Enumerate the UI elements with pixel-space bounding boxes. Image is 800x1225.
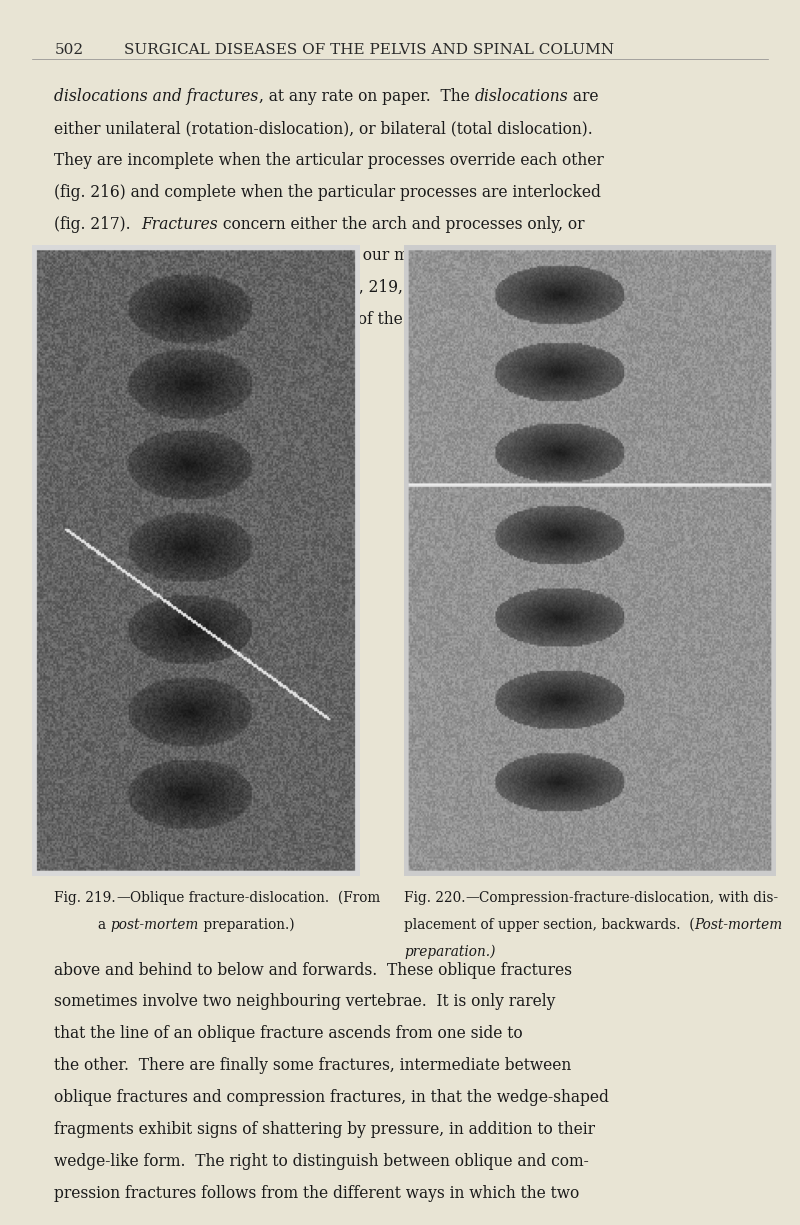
Text: above and behind to below and forwards.  These oblique fractures: above and behind to below and forwards. … [54,962,573,979]
Text: Fig. 219.: Fig. 219. [54,891,116,904]
Text: , at any rate on paper.  The: , at any rate on paper. The [258,88,474,105]
Text: the other.  There are finally some fractures, intermediate between: the other. There are finally some fractu… [54,1057,572,1074]
Text: either unilateral (rotation-dislocation), or bilateral (total dislocation).: either unilateral (rotation-dislocation)… [54,120,593,137]
Text: Fractures: Fractures [141,216,218,233]
Text: preparation.): preparation.) [404,944,495,959]
Text: that the line of an oblique fracture ascends from one side to: that the line of an oblique fracture asc… [54,1025,523,1042]
Text: —: — [116,891,130,904]
Text: 502: 502 [54,43,83,56]
Text: SURGICAL DISEASES OF THE PELVIS AND SPINAL COLUMN: SURGICAL DISEASES OF THE PELVIS AND SPIN… [124,43,614,56]
Text: Oblique fracture-dislocation.  (From: Oblique fracture-dislocation. (From [130,891,380,905]
Text: the body itself.  The latter, which claim our main interest here, are: the body itself. The latter, which claim… [54,247,574,265]
Text: oblique fractures and compression fractures, in that the wedge-shaped: oblique fractures and compression fractu… [54,1089,610,1106]
Text: post-mortem: post-mortem [111,918,199,931]
Text: are: are [568,88,598,105]
Text: placement of upper section, backwards.  (: placement of upper section, backwards. ( [404,918,694,932]
Text: concern either the arch and processes only, or: concern either the arch and processes on… [218,216,584,233]
Text: Post-mortem: Post-mortem [694,918,782,931]
Text: a: a [98,918,111,931]
Text: preparation.): preparation.) [199,918,294,932]
Text: —: — [466,891,479,904]
Text: i.e.,: i.e., [54,311,83,328]
Text: fragments exhibit signs of shattering by pressure, in addition to their: fragments exhibit signs of shattering by… [54,1121,595,1138]
Text: dislocations: dislocations [474,88,568,105]
Text: (fig. 217).: (fig. 217). [54,216,141,233]
Text: either compression-fractures (figs. 216, 219, 221), or oblique fractures,: either compression-fractures (figs. 216,… [54,279,614,296]
Text: wedge-like form.  The right to distinguish between oblique and com-: wedge-like form. The right to distinguis… [54,1153,589,1170]
Text: Compression-fracture-dislocation, with dis-: Compression-fracture-dislocation, with d… [479,891,778,904]
Text: sometimes involve two neighbouring vertebrae.  It is only rarely: sometimes involve two neighbouring verte… [54,993,556,1011]
Text: fractures which traverse the body of the vertebra obliquely, from: fractures which traverse the body of the… [83,311,596,328]
Text: Fig. 220.: Fig. 220. [404,891,466,904]
Text: pression fractures follows from the different ways in which the two: pression fractures follows from the diff… [54,1185,580,1202]
Text: They are incomplete when the articular processes override each other: They are incomplete when the articular p… [54,152,604,169]
Text: (fig. 216) and complete when the particular processes are interlocked: (fig. 216) and complete when the particu… [54,184,602,201]
Text: dislocations and fractures: dislocations and fractures [54,88,258,105]
